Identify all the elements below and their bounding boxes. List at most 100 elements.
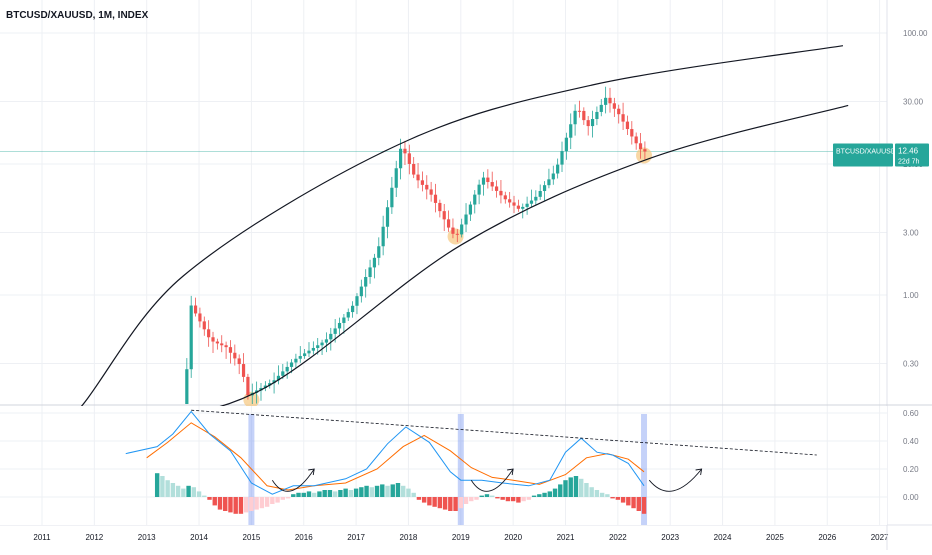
candle-body: [564, 137, 568, 152]
candle-body: [193, 305, 198, 314]
price-badge-value: [895, 143, 929, 167]
candle-body: [477, 184, 481, 195]
histogram-bar: [584, 483, 589, 497]
candle-body: [412, 163, 416, 175]
candle-body: [516, 205, 520, 209]
arrow-head: [695, 468, 703, 476]
candle-body: [586, 120, 590, 127]
candle-body: [525, 203, 529, 207]
candle-body: [398, 148, 403, 169]
histogram-bar: [589, 487, 594, 497]
candle-body: [364, 277, 368, 287]
candle-body: [490, 182, 494, 187]
histogram-bar: [259, 497, 265, 509]
candle-body: [368, 267, 372, 278]
candle-body: [237, 358, 241, 365]
candle-body: [460, 224, 464, 235]
candle-body: [272, 380, 276, 384]
histogram-bar: [254, 497, 259, 510]
candle-body: [508, 199, 512, 203]
candle-body: [320, 342, 324, 346]
histogram-bar: [243, 497, 249, 513]
candle-body: [333, 328, 337, 334]
candle-body: [512, 202, 516, 206]
candle-body: [542, 185, 547, 192]
histogram-bar: [631, 497, 636, 509]
candle-body: [529, 200, 534, 204]
candle-body: [241, 364, 246, 377]
macd-line: [125, 410, 645, 495]
candle-body: [228, 347, 233, 353]
histogram-bar: [207, 497, 212, 500]
signal-line: [146, 422, 645, 491]
histogram-bar: [521, 497, 526, 502]
candle-body: [207, 329, 211, 338]
candle-body: [311, 347, 315, 351]
histogram-bar: [301, 492, 306, 497]
histogram-bar: [238, 497, 244, 514]
histogram-bar: [196, 491, 202, 497]
candle-body: [276, 375, 281, 381]
candle-body: [577, 110, 582, 112]
histogram-bar: [359, 487, 364, 497]
histogram-bar: [228, 497, 233, 513]
candle-body: [298, 356, 302, 359]
histogram-bar: [181, 488, 186, 497]
histogram-bar: [463, 497, 469, 504]
histogram-bar: [338, 490, 343, 497]
projection-arrow: [470, 468, 514, 492]
histogram-bar: [537, 494, 542, 497]
histogram-bar: [615, 497, 621, 500]
candle-body: [634, 136, 638, 144]
histogram-bar: [421, 497, 427, 503]
histogram-bar: [275, 497, 280, 503]
x-tick-label: 2011: [33, 533, 51, 542]
histogram-bar: [217, 497, 223, 510]
candle-body: [385, 207, 390, 227]
y-tick-label: 100.00: [903, 29, 928, 38]
candle-body: [503, 195, 507, 200]
candle-body: [625, 121, 630, 130]
histogram-bar: [332, 491, 338, 497]
histogram-bar: [160, 476, 165, 497]
histogram-bar: [191, 487, 197, 497]
candle-body: [420, 180, 425, 185]
x-tick-label: 2013: [138, 533, 156, 542]
histogram-bar: [448, 497, 453, 511]
candle-body: [285, 366, 289, 372]
candle-body: [569, 124, 573, 138]
candle-body: [185, 369, 189, 404]
candle-body: [608, 97, 612, 104]
candle-body: [617, 108, 621, 115]
candle-body: [303, 353, 307, 357]
candle-body: [429, 189, 433, 195]
histogram-bar: [416, 497, 422, 500]
candle-body: [538, 191, 542, 197]
x-tick-label: 2027: [871, 533, 889, 542]
candle-body: [307, 350, 311, 354]
candle-body: [638, 143, 643, 150]
histogram-bar: [563, 480, 568, 497]
histogram-bar: [484, 494, 490, 497]
candle-body: [359, 286, 363, 297]
candle-body: [220, 343, 224, 346]
histogram-bar: [322, 490, 327, 497]
candle-body: [281, 371, 285, 376]
candle-body: [481, 177, 486, 185]
histogram-bar: [390, 484, 395, 497]
candle-body: [595, 111, 599, 120]
candle-body: [468, 204, 472, 215]
candle-body: [582, 110, 586, 121]
candle-body: [189, 305, 193, 370]
candle-body: [630, 129, 634, 137]
x-tick-label: 2023: [661, 533, 679, 542]
candle-body: [407, 153, 411, 164]
candle-body: [211, 337, 215, 342]
candle-body: [599, 104, 603, 112]
candle-body: [521, 206, 525, 209]
histogram-bar: [401, 485, 406, 497]
x-tick-label: 2019: [452, 533, 470, 542]
histogram-bar: [516, 497, 521, 503]
candle-body: [198, 313, 202, 322]
